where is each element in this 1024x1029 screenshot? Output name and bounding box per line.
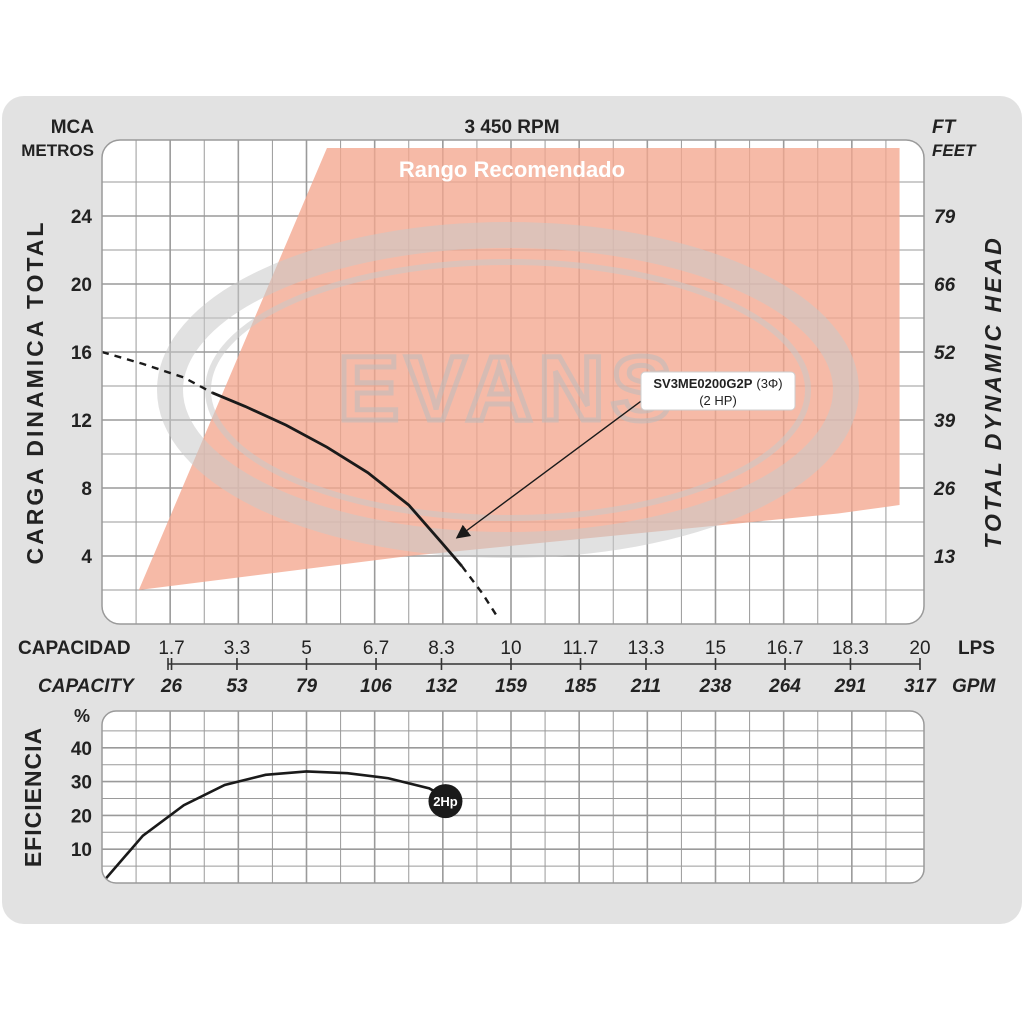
lps-tick-label: 13.3 [627,638,664,659]
gpm-tick-label: 317 [904,676,937,697]
efficiency-curve [102,770,443,883]
efficiency-badge-label: 2Hp [433,794,458,809]
left-tick-label: 4 [81,547,92,568]
right-tick-label: 52 [934,343,956,364]
evans-watermark-logo: EVANS [157,222,859,558]
efficiency-series-badge: 2Hp [428,784,463,819]
left-tick-label: 20 [71,275,92,296]
gpm-tick-label: 106 [360,676,392,697]
left-axis-title: CARGA DINAMICA TOTAL [22,220,48,565]
left-tick-labels: 4 8 12 16 20 24 [71,207,93,568]
lps-tick-label: 3.3 [224,638,250,659]
series-label: SV3ME0200G2P (3Φ) [653,376,782,391]
gpm-tick-label: 159 [495,676,527,697]
lps-tick-label: 6.7 [363,638,389,659]
right-tick-label: 66 [934,275,956,296]
lps-tick-label: 1.7 [158,638,184,659]
efficiency-grid [102,711,924,883]
series-label-box [640,371,796,411]
right-unit-bottom: FEET [932,141,977,160]
left-tick-label: 16 [71,343,92,364]
series-name: SV3ME0200G2P [653,376,752,391]
right-tick-label: 26 [933,479,956,500]
right-unit-top: FT [932,117,957,138]
series-phase: (3Φ) [756,376,782,391]
gpm-tick-label: 185 [565,676,597,697]
capacity-ticks: 1.7 26 3.3 53 5 79 6.7 106 8.3 132 10 159 11.7 185 13.… [158,638,937,697]
lps-tick-label: 5 [301,638,312,659]
lps-tick-label: 10 [500,638,521,659]
series-pointer-arrow [455,395,649,539]
watermark-text: EVANS [338,338,678,440]
left-tick-label: 24 [71,207,93,228]
head-curve [211,391,463,568]
head-curve-end-dashed [460,565,500,620]
efficiency-tick-label: 40 [71,739,92,760]
efficiency-tick-label: 10 [71,840,92,861]
lps-tick-label: 8.3 [428,638,454,659]
lps-tick-label: 11.7 [563,638,599,659]
left-unit-top: MCA [51,117,95,138]
recommended-range-label: Rango Recomendado [399,157,625,182]
gpm-tick-label: 291 [834,676,867,697]
gpm-tick-label: 132 [426,676,458,697]
right-tick-labels: 13 26 39 52 66 79 [933,207,956,568]
right-tick-label: 79 [934,207,956,228]
speed-label: 3 450 RPM [464,117,559,138]
efficiency-unit: % [74,706,90,726]
efficiency-plot-border [101,710,925,884]
right-tick-label: 39 [934,411,956,432]
efficiency-tick-label: 30 [71,773,92,794]
lps-tick-label: 18.3 [832,638,869,659]
gpm-tick-label: 53 [226,676,248,697]
lps-tick-label: 16.7 [767,638,804,659]
gpm-tick-label: 211 [630,676,661,697]
left-tick-label: 12 [71,411,92,432]
gpm-tick-label: 26 [160,676,183,697]
right-tick-label: 13 [934,547,956,568]
efficiency-tick-label: 20 [71,806,92,827]
gpm-tick-label: 79 [296,676,318,697]
gpm-tick-label: 264 [768,676,801,697]
series-power: (2 HP) [699,393,737,408]
head-plot-border [101,139,925,625]
efficiency-badge-circle [428,784,463,819]
lps-tick-label: 15 [705,638,726,659]
lps-unit: LPS [958,638,995,659]
efficiency-tick-labels: 10 20 30 40 [71,739,92,861]
gpm-unit: GPM [952,676,996,697]
capacity-label-en: CAPACITY [38,676,136,697]
efficiency-axis-title: EFICIENCIA [20,727,46,867]
capacity-label: CAPACIDAD [18,638,131,659]
left-tick-label: 8 [81,479,92,500]
right-axis-title: TOTAL DYNAMIC HEAD [980,235,1006,548]
gpm-tick-label: 238 [699,676,732,697]
lps-tick-label: 20 [909,638,930,659]
efficiency-plot-area [102,711,924,883]
left-unit-bottom: METROS [21,141,94,160]
